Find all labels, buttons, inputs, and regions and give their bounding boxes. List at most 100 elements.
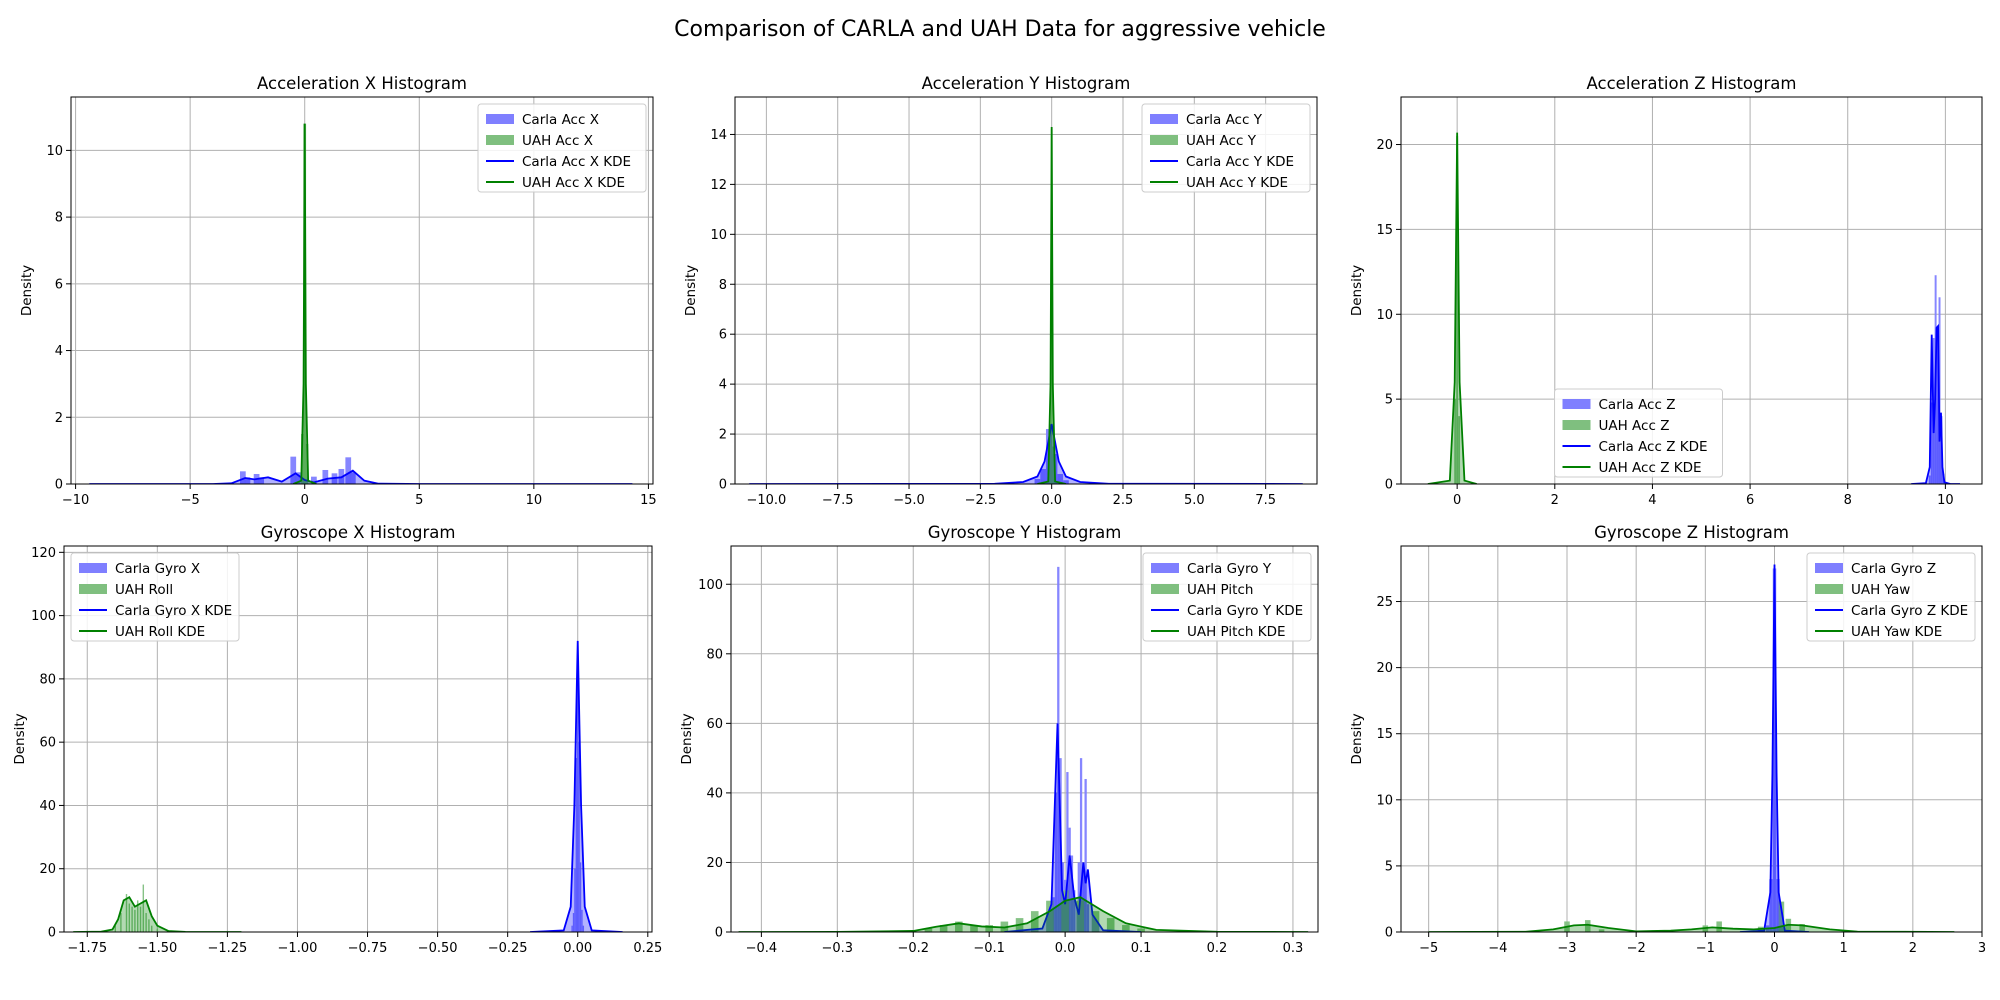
plot-area — [749, 126, 1303, 484]
legend-label: Carla Acc Z KDE — [1599, 439, 1708, 455]
legend-label: UAH Acc X — [522, 133, 593, 149]
x-tick-label: 0 — [1453, 493, 1461, 508]
histogram-bar — [294, 472, 301, 484]
y-axis-label: Density — [679, 713, 695, 764]
x-tick-label: −4 — [1488, 941, 1507, 956]
histogram-bar — [1073, 890, 1076, 932]
kde-line-uah-acc-x-kde — [292, 123, 317, 484]
histogram-bar — [139, 906, 142, 932]
y-tick-label: 10 — [1376, 793, 1393, 808]
histogram-bar — [1070, 855, 1074, 932]
legend-label: Carla Gyro X KDE — [115, 603, 232, 619]
x-tick-label: −0.50 — [418, 941, 458, 956]
histogram-bar — [137, 900, 139, 932]
kde-line-uah-acc-y-kde — [1037, 126, 1067, 484]
histogram-bar — [1068, 827, 1071, 932]
plot-area — [73, 640, 623, 932]
kde-line-carla-gyro-z-kde — [1739, 564, 1810, 932]
legend-label: Carla Acc X — [522, 112, 599, 128]
histogram-bar — [244, 477, 251, 484]
subplot-1: −10 −5 0 5 10 15 0 2 4 6 8 10 Acceleration X Histogr… — [19, 74, 657, 508]
x-tick-label: −10 — [62, 493, 89, 508]
x-tick-label: 6 — [1746, 493, 1754, 508]
x-tick-label: −5 — [1419, 941, 1438, 956]
y-tick-label: 8 — [719, 278, 727, 293]
y-tick-label: 60 — [706, 717, 723, 732]
histogram-bar — [1057, 474, 1064, 484]
histogram-bar — [322, 469, 329, 484]
subplot-title: Gyroscope Y Histogram — [928, 523, 1122, 542]
subplot-title: Acceleration Y Histogram — [922, 74, 1131, 93]
kde-line-carla-acc-z-kde — [1911, 323, 1961, 484]
histogram-bar — [582, 925, 585, 932]
legend-swatch-bar — [486, 135, 514, 145]
legend-box — [1806, 552, 1976, 642]
histogram-bar — [1063, 480, 1069, 484]
histogram-bar — [145, 913, 147, 932]
plot-area — [1428, 564, 1955, 932]
x-tick-label: 5 — [415, 493, 423, 508]
y-tick-label: 10 — [710, 228, 727, 243]
histogram-bar — [1137, 928, 1145, 932]
histogram-bar — [1030, 911, 1039, 932]
histogram-bar — [125, 894, 128, 932]
legend-box — [70, 552, 240, 642]
histogram-bar — [1122, 925, 1130, 932]
histogram-bar — [128, 903, 131, 932]
x-tick-label: 10 — [526, 493, 543, 508]
histogram-bar — [345, 457, 352, 484]
axes-frame — [70, 96, 654, 485]
kde-fill-carla-gyro-x-kde — [530, 640, 623, 932]
legend-label: Carla Gyro Z — [1851, 561, 1936, 577]
subplot-6: −5 −4 −3 −2 −1 0 1 2 3 0 5 10 15 20 25 Gyroscope Z Hist… — [1349, 523, 1986, 956]
x-tick-label: −0.1 — [973, 941, 1005, 956]
histogram-bar — [1091, 911, 1100, 932]
legend-box — [477, 103, 647, 193]
histogram-bar — [1066, 772, 1069, 932]
subplot-title: Gyroscope Z Histogram — [1594, 523, 1789, 542]
y-tick-label: 80 — [39, 672, 56, 687]
histogram-bar — [1769, 879, 1773, 932]
legend-label: Carla Acc Y — [1186, 112, 1263, 128]
legend-label: UAH Yaw KDE — [1851, 624, 1942, 640]
histogram-bar — [1034, 479, 1041, 484]
kde-line-uah-acc-z-kde — [1427, 132, 1477, 484]
legend-label: Carla Gyro X — [115, 561, 200, 577]
x-tick-label: −5.0 — [893, 493, 925, 508]
y-tick-label: 25 — [1376, 595, 1393, 610]
x-tick-label: −10.0 — [746, 493, 786, 508]
histogram-bar — [1799, 924, 1805, 932]
x-tick-label: −0.75 — [348, 941, 388, 956]
x-tick-label: −1.75 — [67, 941, 107, 956]
kde-line-carla-gyro-x-kde — [530, 640, 623, 932]
subplot-title: Gyroscope X Histogram — [261, 523, 456, 542]
plot-area — [738, 566, 1309, 932]
x-tick-label: −1.00 — [278, 941, 318, 956]
x-tick-label: −0.2 — [897, 941, 929, 956]
histogram-bar — [290, 456, 297, 484]
histogram-bar — [1930, 402, 1933, 484]
histogram-bar — [985, 925, 993, 932]
legend: Carla Acc Y UAH Acc Y Carla Acc Y KDE UAH A… — [1141, 103, 1311, 193]
y-tick-label: 120 — [31, 546, 56, 561]
legend-label: UAH Acc Z KDE — [1599, 460, 1702, 476]
y-tick-label: 20 — [39, 862, 56, 877]
x-tick-label: −2.5 — [965, 493, 997, 508]
histogram-bar — [134, 909, 136, 932]
legend: Carla Acc Z UAH Acc Z Carla Acc Z KDE UAH A… — [1554, 388, 1723, 478]
subplot-title: Acceleration Z Histogram — [1587, 74, 1797, 93]
histogram-bar — [1772, 568, 1777, 932]
histogram-bar — [1776, 879, 1780, 932]
y-tick-label: 14 — [710, 128, 727, 143]
legend-swatch-bar — [1815, 563, 1843, 573]
histogram-bar — [939, 925, 948, 932]
legend-swatch-bar — [1562, 420, 1591, 430]
histogram-bar — [142, 884, 145, 932]
kde-line-uah-roll-kde — [73, 895, 242, 932]
kde-line-carla-acc-y-kde — [749, 423, 1303, 484]
x-tick-label: 1 — [1840, 941, 1848, 956]
x-tick-label: 0.00 — [563, 941, 592, 956]
histogram-bar — [1456, 136, 1459, 484]
legend-label: Carla Acc Z — [1599, 397, 1676, 413]
